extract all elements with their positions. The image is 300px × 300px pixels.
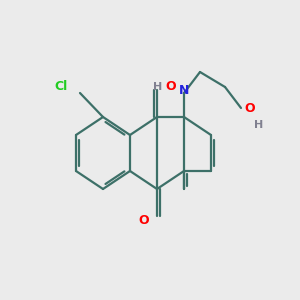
Text: H: H <box>254 120 263 130</box>
Text: O: O <box>138 214 149 226</box>
Text: O: O <box>165 80 175 92</box>
Text: N: N <box>179 85 189 98</box>
Text: O: O <box>244 101 255 115</box>
Text: H: H <box>153 82 162 92</box>
Text: Cl: Cl <box>55 80 68 94</box>
